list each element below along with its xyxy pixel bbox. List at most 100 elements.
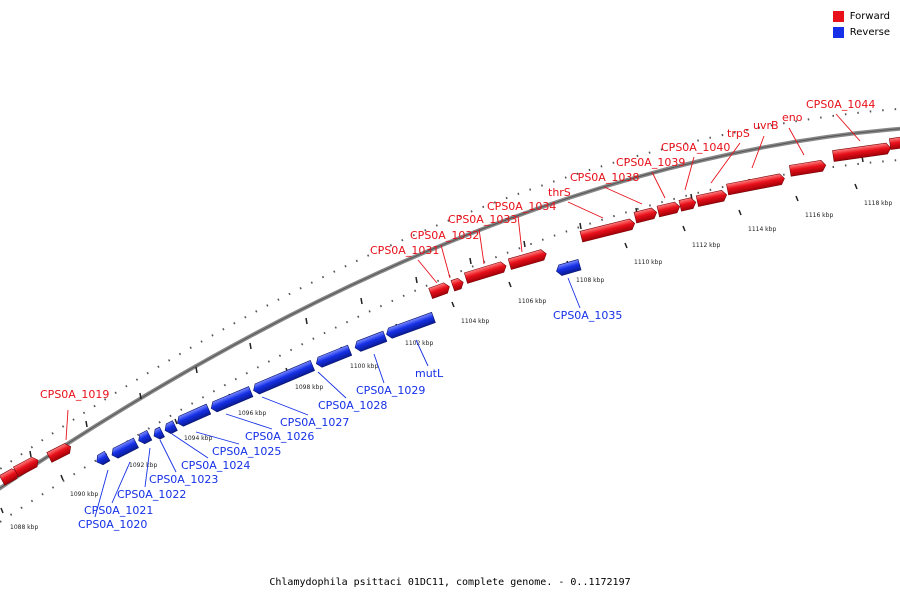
scale-tick [854, 183, 858, 190]
gene-label[interactable]: CPS0A_1024 [181, 459, 250, 472]
gene-label[interactable]: thrS [548, 186, 571, 199]
scale-tick [624, 242, 628, 249]
outer-tick-track [0, 107, 900, 471]
outer-major-tick [305, 317, 308, 325]
reverse-gene-block[interactable] [251, 360, 315, 395]
gene-pointer-line [835, 113, 861, 142]
reverse-gene-block[interactable] [136, 429, 153, 445]
gene-label[interactable]: eno [782, 111, 803, 124]
reverse-swatch [832, 26, 844, 38]
reverse-gene-block[interactable] [385, 311, 436, 339]
gene-pointer-line [65, 409, 69, 441]
reverse-gene-block[interactable] [353, 330, 388, 353]
legend-reverse-label: Reverse [849, 26, 890, 38]
gene-pointer-line [317, 371, 347, 399]
legend: Forward Reverse [832, 8, 890, 40]
gene-pointer-line [788, 127, 805, 156]
forward-gene-block[interactable] [633, 207, 658, 224]
gene-label[interactable]: CPS0A_1040 [661, 141, 730, 154]
gene-label[interactable]: CPS0A_1023 [149, 473, 218, 486]
reverse-gene-block[interactable] [151, 426, 165, 441]
scale-tick-label: 1104 kbp [461, 318, 489, 325]
gene-pointer-line [417, 259, 438, 284]
gene-label[interactable]: CPS0A_1026 [245, 430, 314, 443]
gene-label[interactable]: CPS0A_1044 [806, 98, 875, 111]
scale-tick [738, 209, 742, 216]
gene-label[interactable]: CPS0A_1032 [410, 229, 479, 242]
gene-label[interactable]: CPS0A_1031 [370, 244, 439, 257]
outer-major-tick [360, 297, 363, 305]
gene-label[interactable]: mutL [415, 367, 444, 380]
gene-pointer-line [415, 339, 429, 367]
scale-tick-label: 1096 kbp [238, 410, 266, 417]
scale-tick-label: 1098 kbp [295, 384, 323, 391]
gene-label[interactable]: CPS0A_1025 [212, 445, 281, 458]
legend-forward: Forward [832, 8, 890, 24]
scale-tick-label: 1114 kbp [748, 226, 776, 233]
forward-swatch [832, 10, 844, 22]
gene-label[interactable]: CPS0A_1038 [570, 171, 639, 184]
outer-major-tick [29, 450, 32, 458]
gene-label[interactable]: uvrB [753, 119, 779, 132]
gene-pointer-line [144, 447, 151, 488]
outer-major-tick [579, 222, 582, 230]
outer-major-tick [415, 276, 418, 284]
scale-tick-label: 1102 kbp [405, 340, 433, 347]
gene-pointer-line [373, 353, 385, 384]
reverse-gene-block[interactable] [109, 437, 139, 460]
reverse-gene-block[interactable] [555, 259, 582, 276]
gene-label[interactable]: CPS0A_1020 [78, 518, 147, 531]
gene-label[interactable]: CPS0A_1034 [487, 200, 556, 213]
gene-label[interactable]: CPS0A_1027 [280, 416, 349, 429]
forward-gene-block[interactable] [46, 442, 73, 463]
gene-pointer-line [225, 413, 273, 430]
forward-gene-block[interactable] [678, 197, 697, 212]
gene-pointer-line [567, 201, 604, 219]
forward-gene-block[interactable] [450, 277, 465, 292]
gene-label[interactable]: CPS0A_1022 [117, 488, 186, 501]
legend-reverse: Reverse [832, 24, 890, 40]
reverse-gene-block[interactable] [175, 403, 212, 428]
genome-backbone-core [0, 128, 900, 489]
outer-major-tick [85, 420, 88, 428]
gene-label[interactable]: trpS [727, 127, 750, 140]
gene-label[interactable]: CPS0A_1029 [356, 384, 425, 397]
forward-gene-block[interactable] [695, 190, 728, 207]
scale-tick [0, 507, 4, 514]
gene-label[interactable]: CPS0A_1039 [616, 156, 685, 169]
gene-label[interactable]: CPS0A_1019 [40, 388, 109, 401]
scale-tick [795, 195, 799, 202]
forward-gene-block[interactable] [789, 160, 827, 177]
gene-label[interactable]: CPS0A_1021 [84, 504, 153, 517]
forward-gene-block[interactable] [463, 261, 507, 284]
gene-pointer-line [478, 228, 485, 265]
forward-gene-block[interactable] [656, 201, 681, 218]
gene-label[interactable]: CPS0A_1033 [448, 213, 517, 226]
scale-tick [174, 418, 178, 425]
scale-tick [508, 281, 512, 288]
reverse-gene-block[interactable] [209, 386, 254, 414]
forward-gene-block[interactable] [428, 281, 452, 299]
scale-tick-label: 1090 kbp [70, 491, 98, 498]
genome-caption: Chlamydophila psittaci 01DC11, complete … [269, 577, 631, 588]
gene-pointer-line [111, 461, 131, 504]
gene-pointer-line [159, 439, 177, 473]
gene-label[interactable]: CPS0A_1028 [318, 399, 387, 412]
reverse-gene-block[interactable] [314, 344, 353, 369]
gene-label[interactable]: CPS0A_1035 [553, 309, 622, 322]
forward-gene-block[interactable] [888, 136, 900, 150]
forward-gene-block[interactable] [579, 218, 636, 243]
scale-tick-label: 1118 kbp [864, 200, 892, 207]
forward-gene-block[interactable] [507, 248, 548, 270]
forward-gene-block[interactable] [12, 455, 40, 478]
reverse-gene-block[interactable] [163, 420, 178, 436]
scale-tick [60, 474, 64, 481]
reverse-gene-block[interactable] [94, 450, 111, 467]
forward-gene-block[interactable] [832, 142, 892, 162]
scale-tick-label: 1110 kbp [634, 259, 662, 266]
gene-pointer-line [710, 142, 741, 184]
scale-tick-label: 1108 kbp [576, 277, 604, 284]
scale-tick [682, 225, 686, 232]
forward-gene-block[interactable] [726, 173, 785, 196]
